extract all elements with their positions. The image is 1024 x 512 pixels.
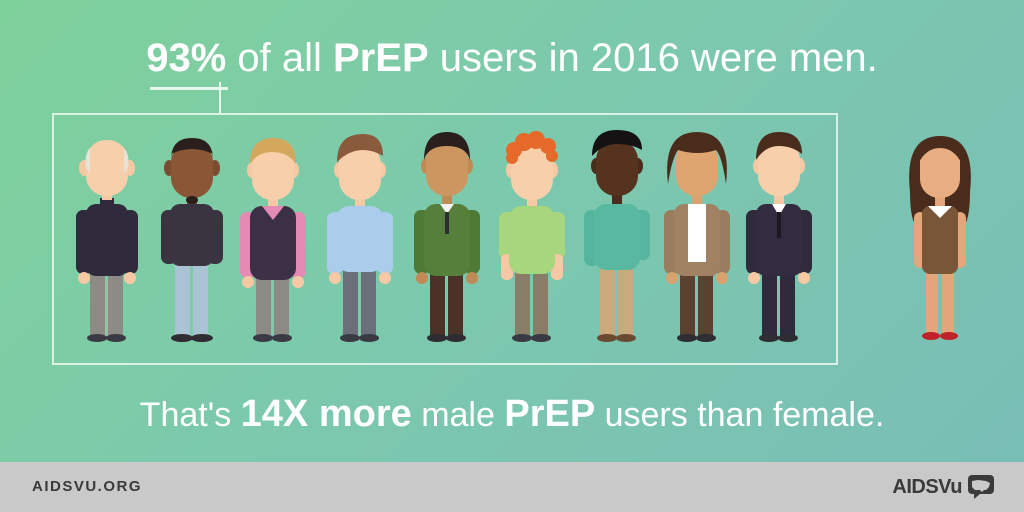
subline: That's 14X more male PrEP users than fem…: [0, 392, 1024, 437]
subline-emphasis-prep: PrEP: [504, 393, 596, 435]
man-figure-1: [76, 140, 138, 342]
headline-emphasis: PrEP: [333, 36, 429, 80]
subline-part2: male: [411, 396, 505, 434]
logo-text: AIDSVu: [892, 475, 962, 498]
man-figure-3: [240, 138, 306, 342]
man-figure-6: [499, 131, 565, 342]
subline-part3: users than female.: [595, 396, 885, 434]
bracket-connector: [219, 82, 221, 113]
man-figure-5: [414, 132, 480, 342]
footer-bar: AIDSVU.ORG AIDSVu: [0, 462, 1024, 512]
male-group-box: [52, 113, 838, 365]
subline-part1: That's: [139, 396, 241, 434]
man-figure-9: [746, 132, 812, 342]
woman-figure: [909, 136, 971, 340]
headline-percent: 93%: [146, 36, 227, 80]
man-figure-4: [327, 134, 393, 342]
headline-part1: of all: [226, 36, 334, 80]
percent-underline: [150, 87, 229, 90]
man-figure-8: [664, 132, 730, 342]
man-figure-2: [161, 138, 223, 342]
subline-emphasis-ratio: 14X more: [240, 393, 412, 435]
aidsvu-logo: AIDSVu: [892, 474, 994, 500]
headline-part2: users in 2016 were men.: [428, 36, 878, 80]
headline-percent-wrap: 93%: [146, 32, 229, 90]
man-figure-7: [584, 130, 650, 342]
footer-url[interactable]: AIDSVU.ORG: [32, 478, 143, 495]
headline: 93% of all PrEP users in 2016 were men.: [0, 32, 1024, 90]
us-map-chat-icon: [968, 475, 994, 499]
